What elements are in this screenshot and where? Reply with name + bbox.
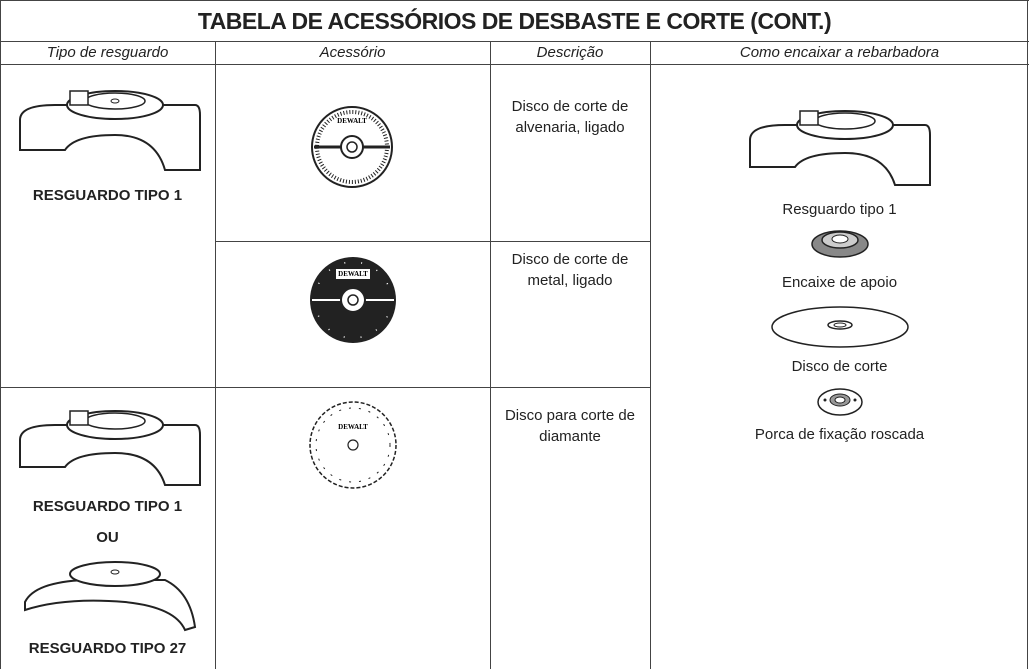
guard-icon bbox=[19, 410, 201, 486]
header: Acessório bbox=[319, 44, 386, 61]
assembly-label: Porca de fixação roscada bbox=[754, 426, 925, 443]
guard-icon bbox=[19, 90, 201, 171]
border bbox=[215, 241, 650, 242]
title: TABELA DE ACESSÓRIOS DE DESBASTE E CORTE… bbox=[197, 8, 832, 34]
border bbox=[0, 0, 1029, 1]
border bbox=[0, 387, 650, 388]
guard-icon bbox=[24, 561, 197, 632]
diamond-disc: DEWALT bbox=[309, 401, 397, 489]
flange-icon bbox=[811, 230, 869, 258]
guard-label: RESGUARDO TIPO 27 bbox=[28, 640, 187, 657]
guard-icon bbox=[749, 110, 931, 186]
assembly-label: Resguardo tipo 1 bbox=[782, 201, 897, 218]
border bbox=[0, 41, 1029, 42]
border bbox=[0, 0, 1, 669]
border bbox=[1027, 0, 1028, 669]
brand: DEWALT bbox=[338, 270, 368, 278]
assembly-label: Disco de corte bbox=[791, 358, 888, 375]
metal-disc: DEWALT bbox=[310, 257, 396, 343]
header: Descrição bbox=[536, 44, 604, 61]
border bbox=[650, 41, 651, 669]
guard-label: OU bbox=[96, 529, 119, 546]
brand: DEWALT bbox=[338, 423, 368, 431]
border bbox=[490, 41, 491, 669]
header: Como encaixar a rebarbadora bbox=[739, 44, 940, 61]
description: Disco para corte de diamante bbox=[504, 407, 636, 445]
description: Disco de corte de alvenaria, ligado bbox=[511, 98, 629, 136]
assembly-label: Encaixe de apoio bbox=[781, 274, 898, 291]
guard-label: RESGUARDO TIPO 1 bbox=[32, 498, 183, 515]
brand: DEWALT bbox=[337, 117, 367, 125]
border bbox=[215, 41, 216, 669]
guard-label: RESGUARDO TIPO 1 bbox=[32, 187, 183, 204]
cutting-disc-icon bbox=[771, 306, 909, 348]
nut-icon bbox=[817, 388, 863, 416]
description: Disco de corte de metal, ligado bbox=[511, 251, 629, 289]
border bbox=[0, 64, 1029, 65]
masonry-disc: DEWALT bbox=[311, 106, 393, 188]
header: Tipo de resguardo bbox=[46, 44, 169, 61]
